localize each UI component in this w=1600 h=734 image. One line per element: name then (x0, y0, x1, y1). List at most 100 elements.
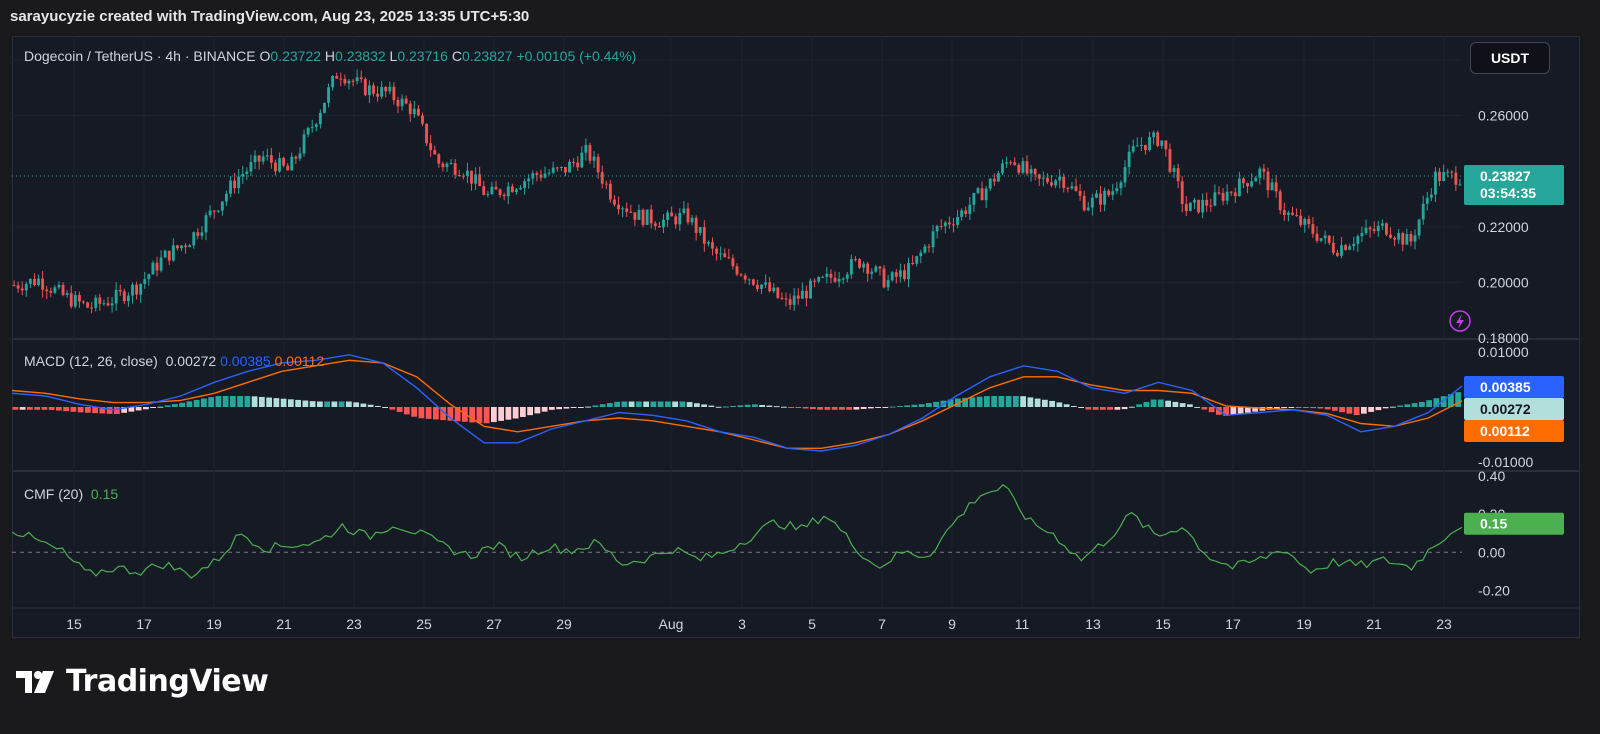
candle-body (1425, 197, 1429, 204)
candle-body (907, 262, 910, 280)
macd-histogram-bar (1332, 407, 1338, 411)
macd-histogram-bar (440, 407, 446, 421)
macd-histogram-bar (984, 396, 990, 407)
candle-body (147, 274, 151, 280)
symbol-name: Dogecoin / TetherUS · 4h · BINANCE (24, 48, 256, 64)
candle-body (343, 79, 347, 84)
macd-histogram-bar (1114, 407, 1121, 410)
macd-histogram-bar (897, 406, 903, 408)
macd-histogram-bar (947, 399, 954, 407)
macd-histogram-bar (1426, 400, 1432, 407)
x-tick-label: 29 (556, 616, 572, 632)
macd-histogram-bar (505, 407, 512, 420)
macd-histogram-bar (34, 407, 40, 410)
candle-body (1070, 186, 1074, 189)
macd-histogram-bar (19, 407, 26, 410)
macd-histogram-bar (875, 407, 881, 408)
candle-body (1405, 234, 1409, 245)
candle-body (739, 274, 743, 276)
candle-body (1315, 233, 1319, 241)
macd-histogram-bar (143, 407, 149, 410)
candle-body (694, 217, 698, 233)
candle-body (396, 99, 400, 107)
candle-body (1286, 212, 1290, 215)
candle-body (1262, 168, 1266, 172)
candle-body (706, 242, 710, 244)
macd-histogram-bar (868, 407, 874, 409)
candle-body (335, 75, 339, 79)
macd-histogram-bar (1440, 396, 1447, 407)
candle-body (1446, 171, 1450, 173)
candle-body (171, 245, 175, 261)
candle-body (1156, 132, 1160, 146)
candle-body (1111, 191, 1115, 196)
candle-body (486, 193, 490, 195)
candle-body (943, 222, 947, 227)
cmf-tick-label: -0.20 (1478, 582, 1510, 598)
candle-body (1278, 191, 1282, 211)
chart-canvas[interactable]: 15 17 19 21 23 25 27 29 Aug 3 5 7 9 11 13 15 17 19 21 23 0.2… (12, 36, 1580, 638)
macd-histogram-bar (215, 396, 222, 407)
candle-body (245, 171, 249, 174)
candle-body (188, 245, 192, 248)
macd-histogram-bar (824, 407, 831, 410)
cmf-pane (12, 484, 1463, 579)
candle-body (833, 277, 837, 282)
macd-histogram-bar (121, 407, 127, 413)
macd-histogram-bar (737, 405, 744, 407)
candle-body (743, 275, 747, 280)
macd-histogram-bar (781, 406, 787, 408)
macd-histogram-bar (549, 407, 555, 410)
macd-histogram-bar (1020, 396, 1026, 407)
macd-histogram-bar (1419, 401, 1425, 407)
macd-histogram-bar (730, 405, 736, 407)
candle-body (1344, 245, 1348, 250)
macd-histogram-bar (1382, 407, 1389, 409)
macd-name: MACD (12, 26, close) (24, 353, 158, 369)
macd-histogram-bar (527, 407, 533, 416)
currency-button[interactable]: USDT (1470, 42, 1550, 74)
candle-body (1135, 145, 1139, 147)
macd-histogram-bar (135, 407, 142, 411)
candle-body (412, 108, 416, 115)
tradingview-logo-icon (16, 670, 54, 693)
candle-body (515, 189, 518, 193)
macd-histogram-bar (360, 403, 367, 407)
candle-body (1119, 182, 1123, 189)
macd-histogram-bar (1295, 407, 1302, 408)
macd-histogram-bar (244, 396, 251, 407)
candle-body (690, 217, 694, 223)
macd-histogram-bar (454, 407, 461, 422)
candle-body (102, 303, 106, 305)
macd-histogram-bar (578, 407, 584, 408)
macd-histogram-bar (425, 407, 432, 419)
candle-body (596, 156, 600, 173)
candle-body (1217, 192, 1221, 194)
chart-frame[interactable] (12, 36, 1580, 638)
candle-body (1033, 169, 1037, 175)
candle-body (506, 186, 510, 197)
macd-histogram-bar (1165, 400, 1171, 407)
candle-body (972, 193, 976, 205)
hist-value-label-bg (1464, 398, 1564, 420)
candle-body (1082, 195, 1086, 211)
candle-body (465, 170, 469, 176)
candle-body (645, 209, 649, 225)
candle-body (1319, 238, 1323, 241)
macd-histogram-bar (1274, 407, 1280, 409)
macd-histogram-bar (483, 407, 490, 424)
macd-histogram-bar (759, 404, 765, 407)
macd-histogram-bar (367, 404, 374, 407)
candle-body (600, 172, 604, 184)
candle-body (449, 163, 453, 165)
candle-body (200, 232, 204, 236)
candlestick-series (12, 69, 1462, 314)
candle-body (1058, 176, 1062, 181)
macd-histogram-bar (599, 404, 606, 407)
macd-histogram-bar (259, 396, 265, 407)
candle-body (956, 217, 959, 225)
candle-body (755, 284, 759, 289)
candle-body (45, 289, 49, 292)
cmf-value-label: 0.15 (1464, 512, 1564, 535)
brand-name: TradingView (66, 664, 269, 699)
